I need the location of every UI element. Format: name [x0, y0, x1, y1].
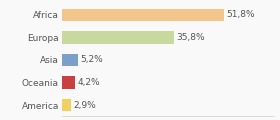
Bar [62, 9, 224, 21]
Text: 5,2%: 5,2% [80, 55, 103, 64]
Text: 2,9%: 2,9% [73, 101, 96, 110]
Bar [62, 31, 174, 44]
Bar [62, 54, 78, 66]
Bar [62, 99, 71, 111]
Text: 4,2%: 4,2% [77, 78, 100, 87]
Text: 35,8%: 35,8% [176, 33, 205, 42]
Text: 51,8%: 51,8% [226, 10, 255, 19]
Bar [62, 76, 75, 89]
